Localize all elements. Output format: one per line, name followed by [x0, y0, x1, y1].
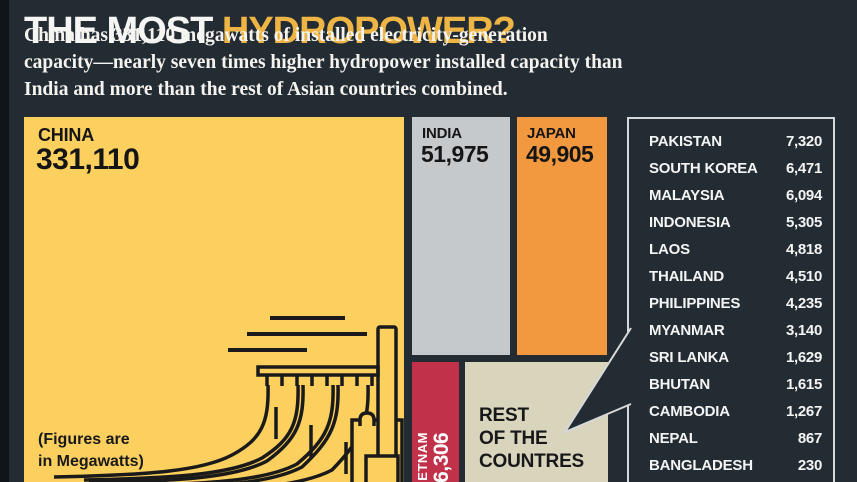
block-value-japan: 49,905	[526, 141, 594, 167]
country-name: INDONESIA	[649, 214, 731, 231]
country-row: BHUTAN 1,615	[629, 371, 833, 398]
country-row: SRI LANKA 1,629	[629, 344, 833, 371]
country-row: INDONESIA 5,305	[629, 209, 833, 236]
title-gold: HYDROPOWER?	[221, 10, 516, 53]
country-value: 1,629	[785, 349, 822, 366]
country-name: PHILIPPINES	[649, 295, 741, 312]
rest-label-line: OF THE	[479, 428, 548, 449]
treemap-block-rest-of-countries: REST OF THE COUNTRES	[465, 362, 608, 482]
country-value: 7,320	[785, 133, 822, 150]
country-row: PAKISTAN 7,320	[629, 128, 833, 155]
country-row: CAMBODIA 1,267	[629, 398, 833, 425]
country-row: MYANMAR 3,140	[629, 317, 833, 344]
country-value: 4,818	[785, 241, 822, 258]
block-value-vietnam: 16,306	[430, 432, 453, 482]
page-title: THE MOST HYDROPOWER?	[24, 10, 516, 53]
country-row: THAILAND 4,510	[629, 263, 833, 290]
country-name: THAILAND	[649, 268, 725, 285]
country-name: NEPAL	[649, 430, 698, 447]
subtitle: China has 331,110 megawatts of installed…	[24, 22, 784, 103]
left-edge-strip	[0, 0, 9, 482]
country-name: SOUTH KOREA	[649, 160, 758, 177]
rest-countries-panel: PAKISTAN 7,320 SOUTH KOREA 6,471 MALAYSI…	[627, 117, 835, 482]
country-row: SOUTH KOREA 6,471	[629, 155, 833, 182]
country-value: 5,305	[785, 214, 822, 231]
country-name: MYANMAR	[649, 322, 725, 339]
subtitle-line: capacity—nearly seven times higher hydro…	[24, 52, 623, 73]
block-label-japan: JAPAN	[527, 125, 576, 142]
vietnam-rotated-label: VIETNAM 16,306	[415, 368, 459, 482]
block-value-china: 331,110	[36, 143, 140, 176]
treemap-block-china: CHINA 331,110 (Figures are in Megawatts)	[24, 117, 404, 482]
country-name: CAMBODIA	[649, 403, 730, 420]
country-value: 230	[797, 457, 822, 474]
treemap-block-japan: JAPAN 49,905	[517, 117, 607, 355]
country-name: BHUTAN	[649, 376, 711, 393]
country-value: 6,471	[785, 160, 822, 177]
country-name: LAOS	[649, 241, 690, 258]
block-value-india: 51,975	[421, 141, 489, 167]
country-value: 867	[797, 430, 822, 447]
country-name: BANGLADESH	[649, 457, 753, 474]
country-name: MALAYSIA	[649, 187, 725, 204]
country-name: SRI LANKA	[649, 349, 729, 366]
block-label-india: INDIA	[422, 125, 462, 142]
block-label-vietnam: VIETNAM	[415, 432, 430, 482]
block-label-china: CHINA	[38, 125, 94, 145]
treemap-block-india: INDIA 51,975	[412, 117, 510, 355]
rest-label-line: REST	[479, 405, 529, 426]
country-value: 4,510	[785, 268, 822, 285]
country-value: 1,615	[785, 376, 822, 393]
country-name: PAKISTAN	[649, 133, 722, 150]
country-row: MALAYSIA 6,094	[629, 182, 833, 209]
country-value: 6,094	[785, 187, 822, 204]
country-row: PHILIPPINES 4,235	[629, 290, 833, 317]
dam-illustration	[53, 316, 404, 482]
country-row: LAOS 4,818	[629, 236, 833, 263]
figures-note-line: in Megawatts)	[38, 453, 144, 470]
country-value: 3,140	[785, 322, 822, 339]
treemap-block-vietnam	[412, 362, 459, 482]
title-white: THE MOST	[24, 10, 222, 53]
figures-note-line: (Figures are	[38, 431, 130, 448]
country-value: 1,267	[785, 403, 822, 420]
country-value: 4,235	[785, 295, 822, 312]
subtitle-line: India and more than the rest of Asian co…	[24, 79, 508, 100]
country-row: BANGLADESH 230	[629, 452, 833, 479]
country-row: NEPAL 867	[629, 425, 833, 452]
figures-note: (Figures are in Megawatts)	[38, 429, 144, 473]
rest-label-line: COUNTRES	[479, 451, 585, 472]
subtitle-line: China has 331,110 megawatts of installed…	[24, 25, 548, 46]
rest-of-countries-label: REST OF THE COUNTRES	[479, 404, 584, 473]
